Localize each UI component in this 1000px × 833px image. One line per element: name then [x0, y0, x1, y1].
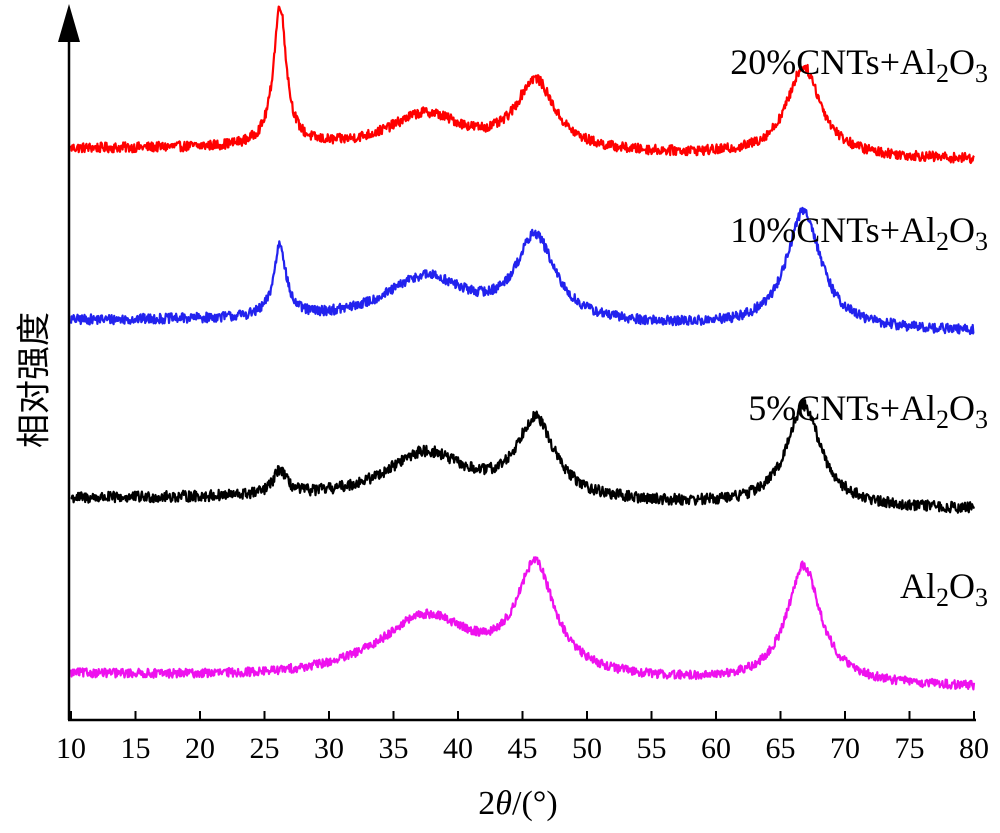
series-label: 10%CNTs+Al2O3: [730, 210, 988, 256]
series-label-text: O: [949, 210, 975, 250]
series-label-subscript: 3: [975, 405, 988, 434]
x-tick-label: 80: [959, 732, 989, 765]
series-label-subscript: 3: [975, 583, 988, 612]
x-tick-label: 40: [443, 732, 473, 765]
x-tick-label: 30: [314, 732, 344, 765]
series-label-subscript: 2: [936, 405, 949, 434]
series-label-text: Al: [900, 566, 936, 606]
x-tick-label: 75: [895, 732, 925, 765]
x-ticks-layer: 10 15 20 25 30 35 40 45 50 55 60 65 70 75 80: [56, 711, 989, 765]
series-line: [70, 399, 976, 514]
series-line: [69, 556, 976, 691]
x-axis-label: 2θ/(°): [478, 785, 557, 822]
series-label: Al2O3: [900, 566, 988, 612]
series-label-text: O: [949, 42, 975, 82]
x-tick-label: 65: [766, 732, 796, 765]
x-tick-label: 35: [379, 732, 409, 765]
series-labels-layer: 20%CNTs+Al2O310%CNTs+Al2O35%CNTs+Al2O3Al…: [730, 42, 988, 612]
x-axis-label-suffix: /(°): [512, 785, 558, 822]
series-label-text: O: [949, 388, 975, 428]
series-label-text: 20%CNTs+Al: [730, 42, 936, 82]
x-axis-label-var: θ: [495, 785, 512, 822]
x-axis-label-prefix: 2: [478, 785, 495, 822]
curves-layer: [69, 5, 976, 691]
x-tick-label: 25: [250, 732, 280, 765]
series-label-text: 5%CNTs+Al: [748, 388, 936, 428]
series-label: 5%CNTs+Al2O3: [748, 388, 988, 434]
x-tick-label: 45: [508, 732, 538, 765]
series-label: 20%CNTs+Al2O3: [730, 42, 988, 88]
x-tick-label: 20: [185, 732, 215, 765]
x-tick-label: 70: [830, 732, 860, 765]
x-tick-label: 60: [701, 732, 731, 765]
axes-layer: [58, 4, 976, 722]
series-label-subscript: 3: [975, 59, 988, 88]
x-tick-label: 55: [637, 732, 667, 765]
series-line: [69, 5, 975, 164]
y-axis-label: 相对强度: [15, 312, 55, 448]
x-tick-label: 50: [572, 732, 602, 765]
series-label-text: 10%CNTs+Al: [730, 210, 936, 250]
series-label-subscript: 2: [936, 59, 949, 88]
series-label-subscript: 3: [975, 227, 988, 256]
series-label-subscript: 2: [936, 583, 949, 612]
series-label-subscript: 2: [936, 227, 949, 256]
x-tick-label: 10: [56, 732, 86, 765]
series-line: [69, 206, 975, 336]
y-axis-arrow: [58, 4, 80, 42]
series-label-text: O: [949, 566, 975, 606]
x-tick-label: 15: [121, 732, 151, 765]
